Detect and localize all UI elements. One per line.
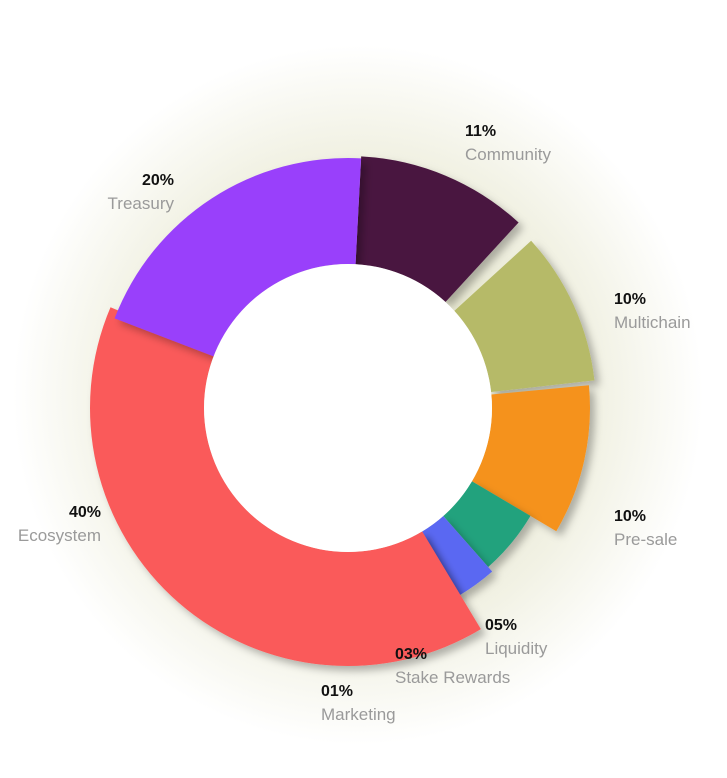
label-liquidity: 05% Liquidity [485, 617, 548, 658]
slice-name: Liquidity [485, 639, 548, 658]
label-ecosystem: 40% Ecosystem [17, 504, 101, 545]
label-stake-rewards: 03% Stake Rewards [395, 646, 511, 687]
slice-percent: 11% [465, 123, 497, 140]
label-pre-sale: 10% Pre-sale [614, 508, 678, 549]
slice-name: Pre-sale [614, 530, 678, 549]
slice-treasury [114, 157, 362, 357]
slice-percent: 01% [321, 683, 354, 700]
label-treasury: 20% Treasury [107, 172, 174, 213]
slice-name: Marketing [321, 705, 396, 724]
slice-name: Multichain [614, 313, 691, 332]
label-marketing: 01% Marketing [321, 683, 396, 724]
slice-name: Ecosystem [17, 526, 101, 545]
slice-multichain [454, 240, 595, 392]
label-multichain: 10% Multichain [614, 291, 691, 332]
label-community: 11% Community [465, 123, 551, 164]
slice-ecosystem [90, 307, 481, 666]
slice-community [355, 156, 519, 303]
slice-name: Community [465, 145, 551, 164]
donut-hole [204, 264, 492, 552]
slice-percent: 05% [485, 617, 518, 634]
slice-percent: 10% [614, 508, 647, 525]
slice-stake-rewards [421, 516, 493, 596]
slice-percent: 10% [614, 291, 647, 308]
slice-liquidity [443, 481, 531, 568]
slice-percent: 40% [68, 504, 101, 521]
slice-percent: 20% [141, 172, 174, 189]
slice-name: Treasury [107, 194, 174, 213]
slice-pre-sale [471, 385, 590, 532]
slice-percent: 03% [395, 646, 428, 663]
slice-name: Stake Rewards [395, 668, 511, 687]
